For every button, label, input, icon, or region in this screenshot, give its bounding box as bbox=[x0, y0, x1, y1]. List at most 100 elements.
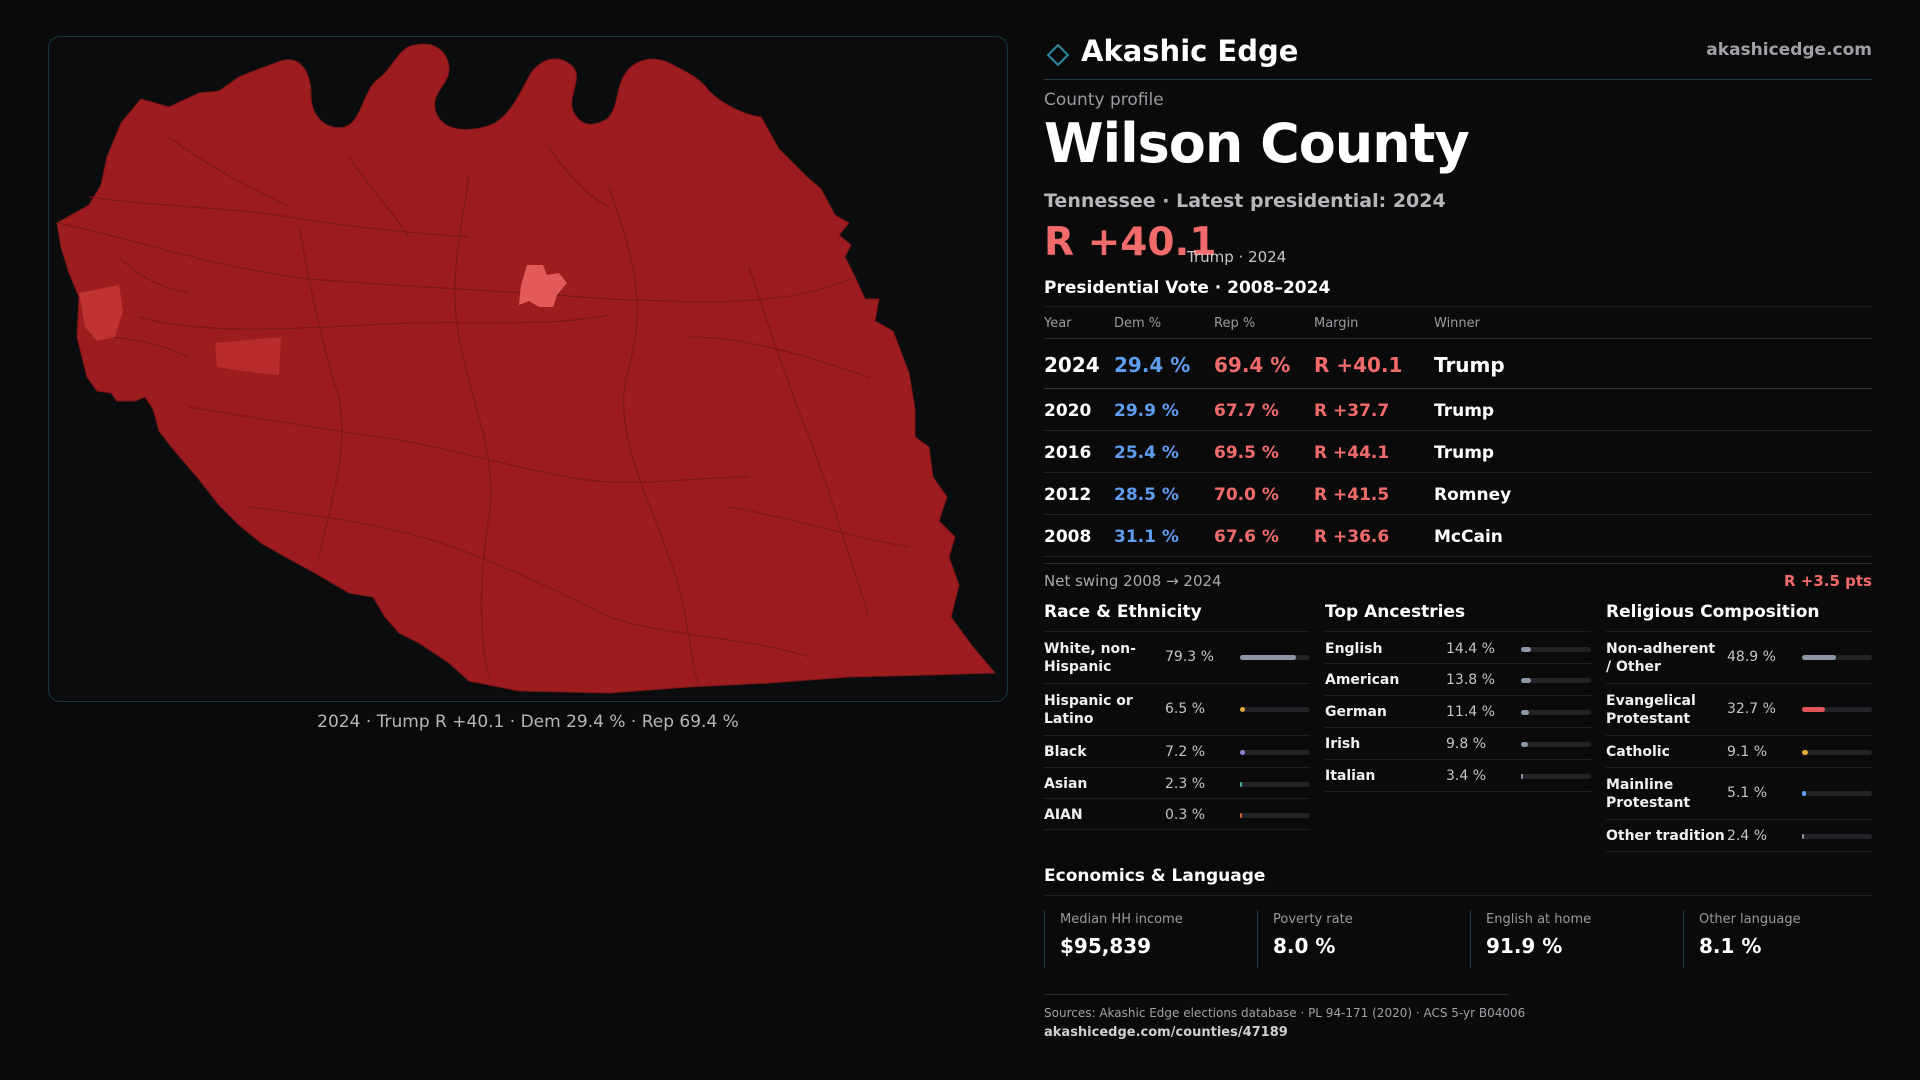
header: Akashic Edge akashicedge.com bbox=[1044, 30, 1872, 80]
item-label: White, non-Hispanic bbox=[1044, 641, 1136, 675]
row-winner: McCain bbox=[1434, 527, 1503, 547]
item-label: Black bbox=[1044, 744, 1087, 760]
item-pct: 79.3 % bbox=[1165, 649, 1214, 665]
table-row: 2016 25.4 % 69.5 % R +44.1 Trump bbox=[1044, 431, 1872, 473]
bar-fill bbox=[1521, 710, 1529, 715]
sources-note: Sources: Akashic Edge elections database… bbox=[1044, 1006, 1526, 1020]
race-section-title: Race & Ethnicity bbox=[1044, 602, 1310, 632]
bar-fill bbox=[1802, 834, 1805, 839]
precinct-light[interactable] bbox=[519, 265, 567, 307]
item-pct: 11.4 % bbox=[1446, 704, 1495, 720]
item-label: Evangelical Protestant bbox=[1606, 693, 1696, 727]
row-year: 2016 bbox=[1044, 443, 1092, 463]
item-label: Hispanic or Latino bbox=[1044, 693, 1133, 727]
row-dem: 29.4 % bbox=[1114, 353, 1191, 377]
list-item: Asian 2.3 % bbox=[1044, 768, 1310, 799]
row-rep: 67.6 % bbox=[1214, 527, 1279, 547]
precinct-mid-south[interactable] bbox=[215, 337, 281, 375]
item-pct: 7.2 % bbox=[1165, 744, 1206, 760]
list-item: Other tradition 2.4 % bbox=[1606, 820, 1872, 852]
site-link[interactable]: akashicedge.com bbox=[1706, 40, 1872, 60]
bar-track bbox=[1521, 774, 1591, 779]
row-rep: 67.7 % bbox=[1214, 401, 1279, 421]
item-label: Asian bbox=[1044, 776, 1088, 792]
stat-value: 8.1 % bbox=[1699, 934, 1762, 958]
kicker: County profile bbox=[1044, 90, 1164, 110]
row-margin: R +36.6 bbox=[1314, 527, 1390, 547]
item-label: German bbox=[1325, 704, 1387, 720]
bar-track bbox=[1802, 707, 1872, 712]
item-pct: 32.7 % bbox=[1727, 701, 1776, 717]
bar-track bbox=[1240, 813, 1310, 818]
item-label: Mainline Protestant bbox=[1606, 777, 1691, 811]
religion-section: Religious Composition Non-adherent / Oth… bbox=[1606, 602, 1872, 852]
bar-fill bbox=[1240, 707, 1245, 712]
item-pct: 0.3 % bbox=[1165, 807, 1206, 823]
stat-value: 91.9 % bbox=[1486, 934, 1563, 958]
row-winner: Trump bbox=[1434, 353, 1505, 377]
row-year: 2012 bbox=[1044, 485, 1092, 505]
list-item: White, non-Hispanic 79.3 % bbox=[1044, 632, 1310, 684]
list-item: Catholic 9.1 % bbox=[1606, 736, 1872, 768]
row-winner: Romney bbox=[1434, 485, 1512, 505]
map-caption: 2024 · Trump R +40.1 · Dem 29.4 % · Rep … bbox=[317, 712, 739, 732]
bar-track bbox=[1521, 647, 1591, 652]
bar-track bbox=[1802, 750, 1872, 755]
table-row: 2012 28.5 % 70.0 % R +41.5 Romney bbox=[1044, 473, 1872, 515]
table-row: 2024 29.4 % 69.4 % R +40.1 Trump bbox=[1044, 339, 1872, 389]
list-item: Mainline Protestant 5.1 % bbox=[1606, 768, 1872, 820]
bar-fill bbox=[1240, 813, 1243, 818]
list-item: English 14.4 % bbox=[1325, 632, 1591, 664]
item-pct: 2.3 % bbox=[1165, 776, 1206, 792]
bar-fill bbox=[1802, 707, 1825, 712]
col-winner: Winner bbox=[1434, 316, 1481, 331]
table-row: 2020 29.9 % 67.7 % R +37.7 Trump bbox=[1044, 389, 1872, 431]
list-item: Evangelical Protestant 32.7 % bbox=[1606, 684, 1872, 736]
page-title: Wilson County bbox=[1044, 112, 1470, 175]
col-year: Year bbox=[1044, 316, 1072, 331]
row-year: 2024 bbox=[1044, 353, 1100, 377]
precinct-mid-west[interactable] bbox=[79, 285, 123, 341]
religion-section-title: Religious Composition bbox=[1606, 602, 1872, 632]
row-rep: 69.5 % bbox=[1214, 443, 1279, 463]
economics-section-title: Economics & Language bbox=[1044, 866, 1266, 886]
item-label: Irish bbox=[1325, 736, 1361, 752]
stat-poverty-rate: Poverty rate 8.0 % bbox=[1257, 910, 1470, 968]
brand-name[interactable]: Akashic Edge bbox=[1081, 34, 1299, 68]
table-row: 2008 31.1 % 67.6 % R +36.6 McCain bbox=[1044, 515, 1872, 557]
col-rep: Rep % bbox=[1214, 316, 1256, 331]
item-pct: 9.1 % bbox=[1727, 744, 1768, 760]
item-label: Italian bbox=[1325, 768, 1376, 784]
bar-track bbox=[1521, 710, 1591, 715]
county-url-link[interactable]: akashicedge.com/counties/47189 bbox=[1044, 1025, 1288, 1040]
bar-fill bbox=[1521, 774, 1524, 779]
col-dem: Dem % bbox=[1114, 316, 1162, 331]
county-map-svg bbox=[56, 43, 997, 694]
bar-fill bbox=[1802, 791, 1806, 796]
bar-fill bbox=[1240, 750, 1246, 755]
subtitle: Tennessee · Latest presidential: 2024 bbox=[1044, 190, 1446, 212]
item-label: American bbox=[1325, 672, 1400, 688]
race-ethnicity-section: Race & Ethnicity White, non-Hispanic 79.… bbox=[1044, 602, 1310, 830]
list-item: American 13.8 % bbox=[1325, 664, 1591, 696]
item-pct: 48.9 % bbox=[1727, 649, 1776, 665]
item-pct: 2.4 % bbox=[1727, 828, 1768, 844]
headline-margin: R +40.1 bbox=[1044, 220, 1217, 265]
county-profile-panel: Akashic Edge akashicedge.com County prof… bbox=[1044, 0, 1872, 1080]
bar-track bbox=[1240, 655, 1310, 660]
row-margin: R +41.5 bbox=[1314, 485, 1390, 505]
row-dem: 25.4 % bbox=[1114, 443, 1179, 463]
col-margin: Margin bbox=[1314, 316, 1359, 331]
row-year: 2020 bbox=[1044, 401, 1092, 421]
bar-fill bbox=[1802, 655, 1837, 660]
item-pct: 3.4 % bbox=[1446, 768, 1487, 784]
list-item: Irish 9.8 % bbox=[1325, 728, 1591, 760]
item-label: English bbox=[1325, 641, 1383, 657]
list-item: German 11.4 % bbox=[1325, 696, 1591, 728]
vote-table-header: Year Dem % Rep % Margin Winner bbox=[1044, 307, 1872, 339]
county-shape[interactable] bbox=[56, 43, 997, 694]
bar-track bbox=[1240, 707, 1310, 712]
county-map[interactable] bbox=[48, 36, 1008, 702]
stat-label: English at home bbox=[1486, 912, 1592, 927]
list-item: Black 7.2 % bbox=[1044, 736, 1310, 768]
